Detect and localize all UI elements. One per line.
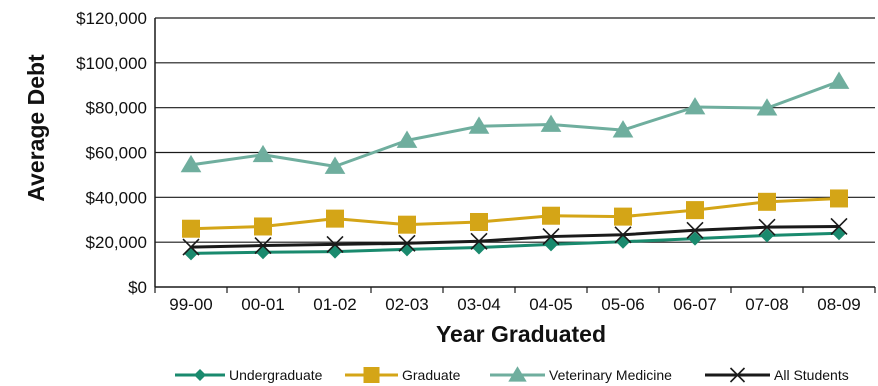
y-tick-label: $80,000 <box>86 99 147 118</box>
x-tick-label: 07-08 <box>745 295 788 314</box>
x-marker <box>542 227 560 246</box>
series-undergraduate <box>184 226 846 261</box>
x-tick-label: 04-05 <box>529 295 572 314</box>
x-tick-label: 08-09 <box>817 295 860 314</box>
x-marker-legend <box>729 367 746 383</box>
legend-label: Undergraduate <box>229 367 323 383</box>
legend-item-all-students: All Students <box>705 367 849 383</box>
diamond-marker <box>688 231 702 246</box>
y-tick-label: $120,000 <box>76 9 147 28</box>
x-axis-title: Year Graduated <box>436 321 606 347</box>
square-marker <box>182 219 200 238</box>
triangle-marker <box>756 98 778 116</box>
x-tick-label: 02-03 <box>385 295 428 314</box>
square-marker <box>254 217 272 236</box>
legend-item-undergraduate: Undergraduate <box>175 367 323 383</box>
triangle-marker <box>684 97 706 115</box>
series-veterinary-medicine <box>180 71 850 174</box>
x-tick-label: 03-04 <box>457 295 500 314</box>
series-line <box>190 196 840 231</box>
grid-lines <box>155 17 875 243</box>
diamond-marker <box>328 244 342 259</box>
diamond-marker-legend <box>194 369 206 381</box>
legend-label: Veterinary Medicine <box>549 367 672 383</box>
series-group <box>180 71 850 261</box>
x-tick-label: 05-06 <box>601 295 644 314</box>
triangle-marker <box>396 130 418 148</box>
series-graduate <box>182 189 848 238</box>
legend-item-veterinary-medicine: Veterinary Medicine <box>490 366 672 383</box>
x-marker <box>182 238 200 256</box>
y-tick-label: $100,000 <box>76 54 147 73</box>
triangle-marker <box>612 120 634 138</box>
diamond-marker <box>256 245 270 260</box>
square-marker <box>614 207 632 226</box>
square-marker <box>830 189 848 208</box>
x-tick-label: 99-00 <box>169 295 212 314</box>
square-marker <box>758 192 776 211</box>
square-marker <box>686 201 704 220</box>
legend-label: Graduate <box>402 367 461 383</box>
x-tick-label: 01-02 <box>313 295 356 314</box>
axes <box>154 18 876 293</box>
square-marker-legend <box>363 367 380 383</box>
x-marker <box>470 232 488 250</box>
triangle-marker <box>180 154 202 173</box>
diamond-marker <box>616 234 630 249</box>
x-marker <box>758 218 776 236</box>
x-marker <box>830 217 848 236</box>
triangle-marker <box>828 71 850 89</box>
square-marker <box>326 209 344 228</box>
square-marker <box>398 215 416 234</box>
triangle-marker <box>324 156 346 174</box>
y-tick-label: $20,000 <box>86 233 147 252</box>
y-tick-label: $40,000 <box>86 188 147 207</box>
y-tick-label: $0 <box>128 278 147 297</box>
x-marker <box>614 226 632 244</box>
triangle-marker-legend <box>508 366 527 382</box>
y-tick-label: $60,000 <box>86 144 147 163</box>
legend: Undergraduate Graduate Veterinary Medicine… <box>175 366 849 383</box>
x-marker <box>398 234 416 252</box>
series-line <box>190 231 840 255</box>
series-all-students <box>182 217 848 256</box>
x-marker <box>686 221 704 239</box>
square-marker <box>470 212 488 231</box>
triangle-marker <box>252 144 274 163</box>
series-line <box>190 80 840 168</box>
tick-labels: $0 $20,000 $40,000 $60,000 $80,000 $100,000 $1… <box>76 9 861 314</box>
legend-item-graduate: Graduate <box>345 367 461 383</box>
triangle-marker <box>540 114 562 132</box>
diamond-marker <box>760 228 774 243</box>
diamond-marker <box>544 237 558 252</box>
x-marker <box>254 236 272 255</box>
square-marker <box>542 206 560 225</box>
triangle-marker <box>468 116 490 134</box>
x-tick-label: 06-07 <box>673 295 716 314</box>
y-axis-title: Average Debt <box>23 54 49 202</box>
x-marker <box>326 235 344 253</box>
series-line <box>190 224 840 249</box>
diamond-marker <box>832 226 846 241</box>
x-tick-label: 00-01 <box>241 295 284 314</box>
legend-label: All Students <box>774 367 849 383</box>
